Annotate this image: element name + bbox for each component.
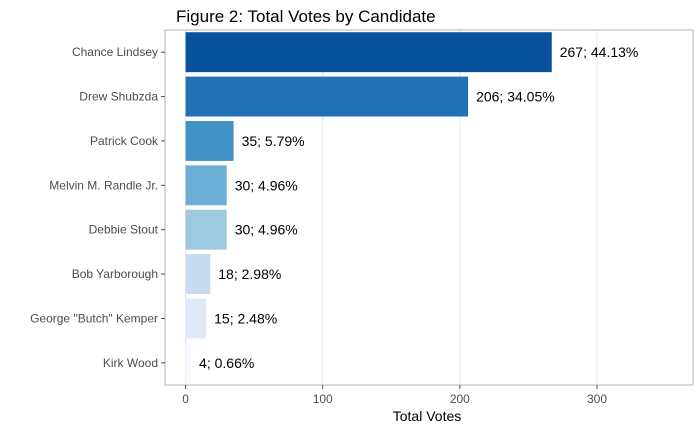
data-label: 267; 44.13% xyxy=(560,44,639,60)
bar xyxy=(185,209,227,250)
x-axis-label: Total Votes xyxy=(393,408,462,424)
data-label: 18; 2.98% xyxy=(218,266,281,282)
bar xyxy=(185,298,207,339)
data-label: 30; 4.96% xyxy=(235,222,298,238)
bar xyxy=(185,120,234,161)
x-tick-label: 300 xyxy=(587,392,607,406)
x-tick-label: 200 xyxy=(450,392,470,406)
bar xyxy=(185,254,211,295)
y-tick-label: Debbie Stout xyxy=(89,223,159,237)
y-tick-label: Bob Yarborough xyxy=(72,267,158,281)
data-label: 206; 34.05% xyxy=(476,89,555,105)
chart-title: Figure 2: Total Votes by Candidate xyxy=(176,7,436,26)
x-tick-label: 100 xyxy=(313,392,333,406)
plot-panel-border xyxy=(164,29,694,386)
data-label: 15; 2.48% xyxy=(214,310,277,326)
y-tick-label: Melvin M. Randle Jr. xyxy=(49,178,158,192)
y-tick-label: Chance Lindsey xyxy=(72,45,158,59)
bar xyxy=(185,342,192,383)
bar xyxy=(185,76,469,117)
data-label: 4; 0.66% xyxy=(199,355,254,371)
y-tick-label: Patrick Cook xyxy=(90,134,159,148)
data-label: 35; 5.79% xyxy=(242,133,305,149)
bar xyxy=(185,32,552,73)
x-tick-label: 0 xyxy=(182,392,189,406)
data-label: 30; 4.96% xyxy=(235,177,298,193)
y-tick-label: Drew Shubzda xyxy=(79,90,158,104)
bar xyxy=(185,165,227,206)
y-tick-label: Kirk Wood xyxy=(103,356,158,370)
y-tick-label: George "Butch" Kemper xyxy=(30,311,158,325)
